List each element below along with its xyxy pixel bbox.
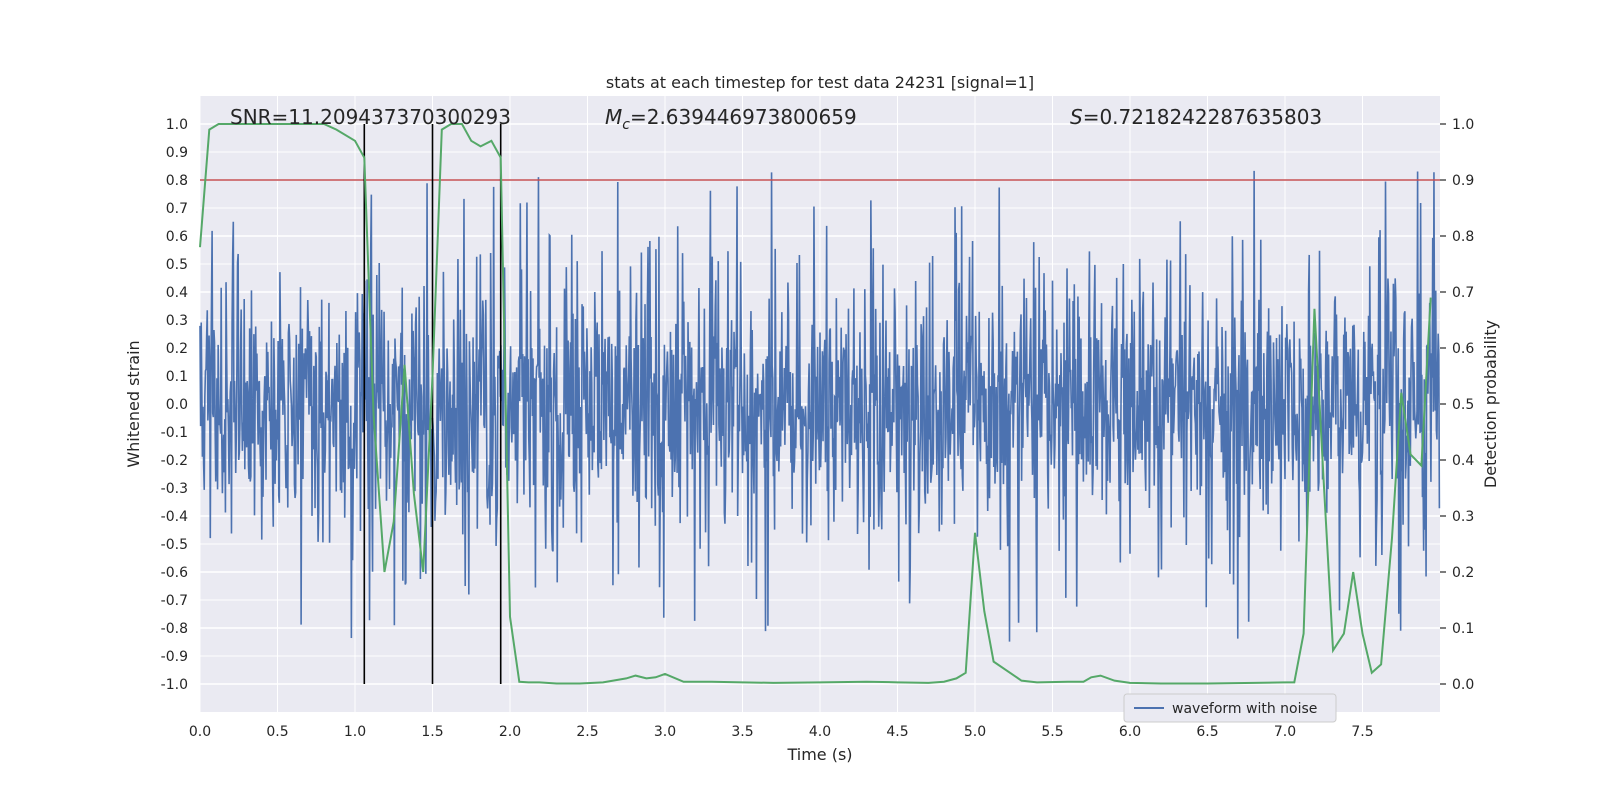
y-tick-label: -0.3	[161, 481, 188, 497]
y-tick-label: -0.4	[161, 509, 188, 525]
y-tick-label: 0.9	[166, 145, 188, 161]
x-tick-label: 4.0	[809, 724, 831, 740]
legend-label: waveform with noise	[1172, 701, 1317, 717]
y2-axis-ticks: 1.0 0.9 0.8 0.7 0.6 0.5 0.4 0.3 0.2 0.1 0.0	[1440, 117, 1474, 693]
y2-tick-label: 0.2	[1452, 565, 1474, 581]
y-tick-label: 1.0	[166, 117, 188, 133]
y-tick-label: -0.9	[161, 649, 188, 665]
y-tick-label: -0.7	[161, 593, 188, 609]
y2-tick-label: 0.8	[1452, 229, 1474, 245]
y-tick-label: 0.2	[166, 341, 188, 357]
y2-tick-label: 1.0	[1452, 117, 1474, 133]
x-tick-label: 3.5	[731, 724, 753, 740]
s-annotation: S=0.7218242287635803	[1070, 105, 1322, 129]
x-tick-label: 7.0	[1274, 724, 1296, 740]
y-tick-label: -0.5	[161, 537, 188, 553]
waveform-path	[199, 170, 1441, 642]
x-tick-label: 4.5	[886, 724, 908, 740]
x-tick-label: 5.0	[964, 724, 986, 740]
y-axis-label: Whitened strain	[124, 340, 143, 467]
y2-tick-label: 0.5	[1452, 397, 1474, 413]
x-axis-ticks: 0.0 0.5 1.0 1.5 2.0 2.5 3.0 3.5 4.0 4.5 5.0 5.5 6.0 6…	[189, 724, 1374, 740]
chart-title: stats at each timestep for test data 242…	[606, 73, 1034, 92]
y2-tick-label: 0.6	[1452, 341, 1474, 357]
y2-tick-label: 0.7	[1452, 285, 1474, 301]
x-tick-label: 0.0	[189, 724, 211, 740]
snr-annotation: SNR=11.209437370300293	[230, 105, 511, 129]
y-tick-label: 0.0	[166, 397, 188, 413]
y-tick-label: 0.1	[166, 369, 188, 385]
y-tick-label: 0.4	[166, 285, 188, 301]
y2-tick-label: 0.4	[1452, 453, 1474, 469]
x-tick-label: 2.5	[576, 724, 598, 740]
y2-tick-label: 0.1	[1452, 621, 1474, 637]
y-tick-label: -0.8	[161, 621, 188, 637]
vertical-markers	[363, 124, 502, 684]
y-tick-label: 0.5	[166, 257, 188, 273]
x-tick-label: 6.0	[1119, 724, 1141, 740]
y-tick-label: -0.6	[161, 565, 188, 581]
chirp-mass-annotation: Mc=2.639446973800659	[605, 105, 857, 133]
legend: waveform with noise	[1123, 693, 1337, 723]
x-axis-label: Time (s)	[786, 745, 852, 764]
probability-series	[199, 123, 1432, 685]
y-axis-ticks: 1.0 0.9 0.8 0.7 0.6 0.5 0.4 0.3 0.2 0.1 0.0 -0.1 -0.…	[161, 117, 188, 693]
waveform-series	[199, 170, 1441, 642]
y2-tick-label: 0.9	[1452, 173, 1474, 189]
x-tick-label: 6.5	[1196, 724, 1218, 740]
x-tick-label: 1.0	[344, 724, 366, 740]
x-tick-label: 1.5	[421, 724, 443, 740]
y-tick-label: 0.8	[166, 173, 188, 189]
x-tick-label: 5.5	[1041, 724, 1063, 740]
y-tick-label: 0.7	[166, 201, 188, 217]
x-tick-label: 7.5	[1351, 724, 1373, 740]
y2-axis-label: Detection probability	[1481, 320, 1500, 488]
y-tick-label: 0.3	[166, 313, 188, 329]
y-tick-label: -1.0	[161, 677, 188, 693]
x-tick-label: 3.0	[654, 724, 676, 740]
y-tick-label: -0.1	[161, 425, 188, 441]
y2-tick-label: 0.0	[1452, 677, 1474, 693]
x-tick-label: 0.5	[266, 724, 288, 740]
y2-tick-label: 0.3	[1452, 509, 1474, 525]
x-tick-label: 2.0	[499, 724, 521, 740]
y-tick-label: 0.6	[166, 229, 188, 245]
y-tick-label: -0.2	[161, 453, 188, 469]
legend-box	[1123, 693, 1337, 723]
